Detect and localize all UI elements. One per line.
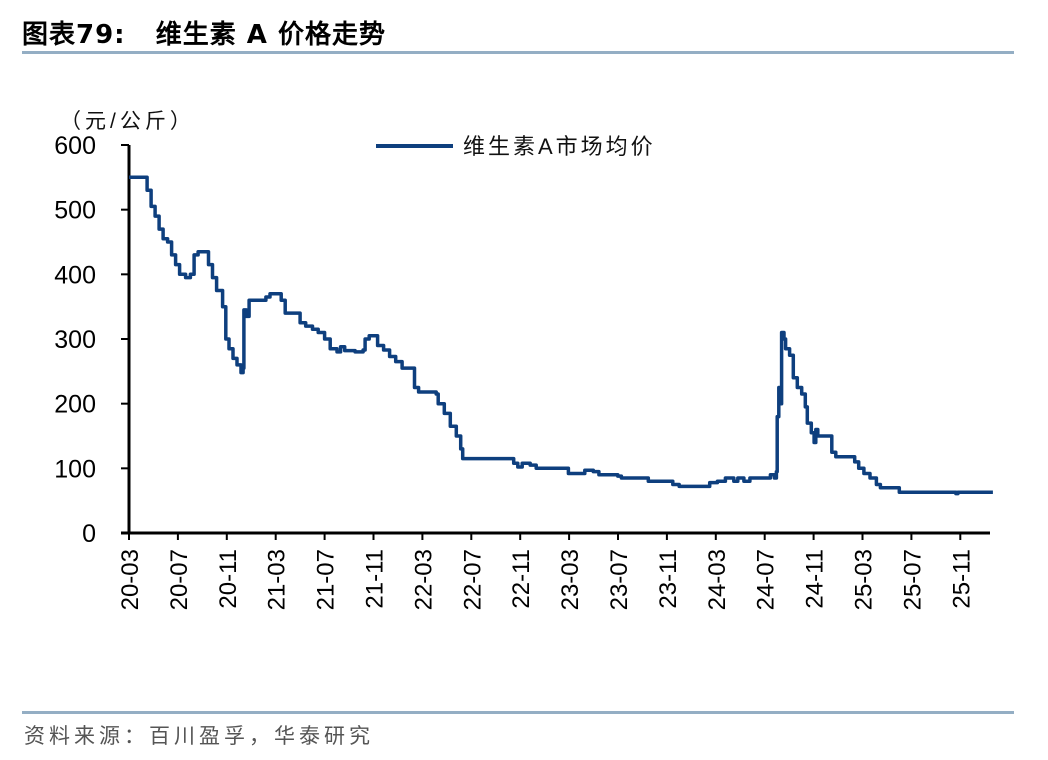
x-tick-label: 25-11 — [948, 549, 975, 609]
x-tick-label: 22-07 — [459, 549, 486, 610]
y-axis: 0 100 200 300 400 500 600 — [54, 132, 131, 548]
x-tick-label: 23-07 — [606, 549, 633, 610]
y-tick-label: 300 — [54, 326, 96, 354]
y-tick-label: 400 — [54, 261, 96, 289]
x-tick-label: 24-11 — [802, 549, 829, 609]
x-tick-label: 20-07 — [166, 549, 193, 610]
y-axis-unit-label: （元/公斤） — [60, 110, 195, 133]
y-tick-label: 600 — [54, 132, 96, 160]
x-tick-label: 21-07 — [313, 549, 340, 610]
legend-label: 维生素A市场均价 — [463, 134, 656, 159]
x-tick-label: 20-03 — [117, 549, 144, 610]
y-tick-label: 200 — [54, 391, 96, 419]
figure-label: 图表79: — [22, 20, 126, 50]
x-tick-label: 25-07 — [899, 549, 926, 610]
source-note: 资料来源：百川盈孚，华泰研究 — [24, 724, 374, 748]
footer-divider — [22, 711, 1014, 714]
x-tick-label: 24-07 — [753, 549, 780, 610]
x-axis: 20-03 20-07 20-11 21-03 21-07 21-11 22-03 22-07… — [117, 531, 990, 610]
chart-title: 维生素 A 价格走势 — [155, 20, 386, 50]
figure-title: 图表79: 维生素 A 价格走势 — [22, 14, 386, 51]
y-tick-label: 500 — [54, 197, 96, 225]
legend: 维生素A市场均价 — [376, 134, 656, 159]
x-tick-label: 23-11 — [655, 549, 682, 609]
series-line-vitamin-a — [129, 175, 993, 496]
x-tick-label: 23-03 — [557, 549, 584, 610]
x-tick-label: 25-03 — [851, 549, 878, 610]
x-tick-label: 21-03 — [264, 549, 291, 610]
x-tick-label: 24-03 — [704, 549, 731, 610]
x-tick-label: 22-11 — [508, 549, 535, 609]
x-tick-label: 20-11 — [215, 549, 242, 609]
y-tick-label: 0 — [82, 520, 96, 548]
x-tick-label: 21-11 — [362, 549, 389, 609]
title-divider — [22, 51, 1014, 54]
x-tick-label: 22-03 — [410, 549, 437, 610]
y-tick-label: 100 — [54, 455, 96, 483]
